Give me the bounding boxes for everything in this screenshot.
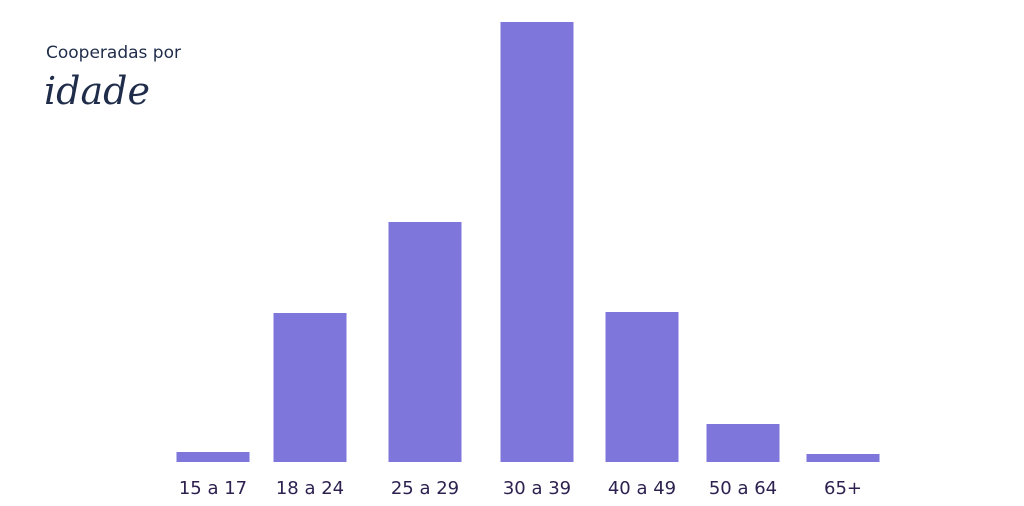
chart-title-emphasis: idade <box>44 69 150 113</box>
bar <box>605 312 679 462</box>
x-tick-label: 30 a 39 <box>503 478 571 499</box>
x-tick-label: 40 a 49 <box>608 478 676 499</box>
bar <box>273 313 347 462</box>
bar <box>388 222 462 462</box>
x-tick-label: 18 a 24 <box>276 478 344 499</box>
bar <box>806 454 880 462</box>
x-tick-label: 25 a 29 <box>391 478 459 499</box>
bar <box>706 424 780 462</box>
x-tick-label: 50 a 64 <box>709 478 777 499</box>
x-tick-label: 15 a 17 <box>179 478 247 499</box>
bar <box>500 22 574 462</box>
x-tick-label: 65+ <box>824 478 862 499</box>
chart-title: Cooperadas por <box>46 43 181 63</box>
bar <box>176 452 250 462</box>
